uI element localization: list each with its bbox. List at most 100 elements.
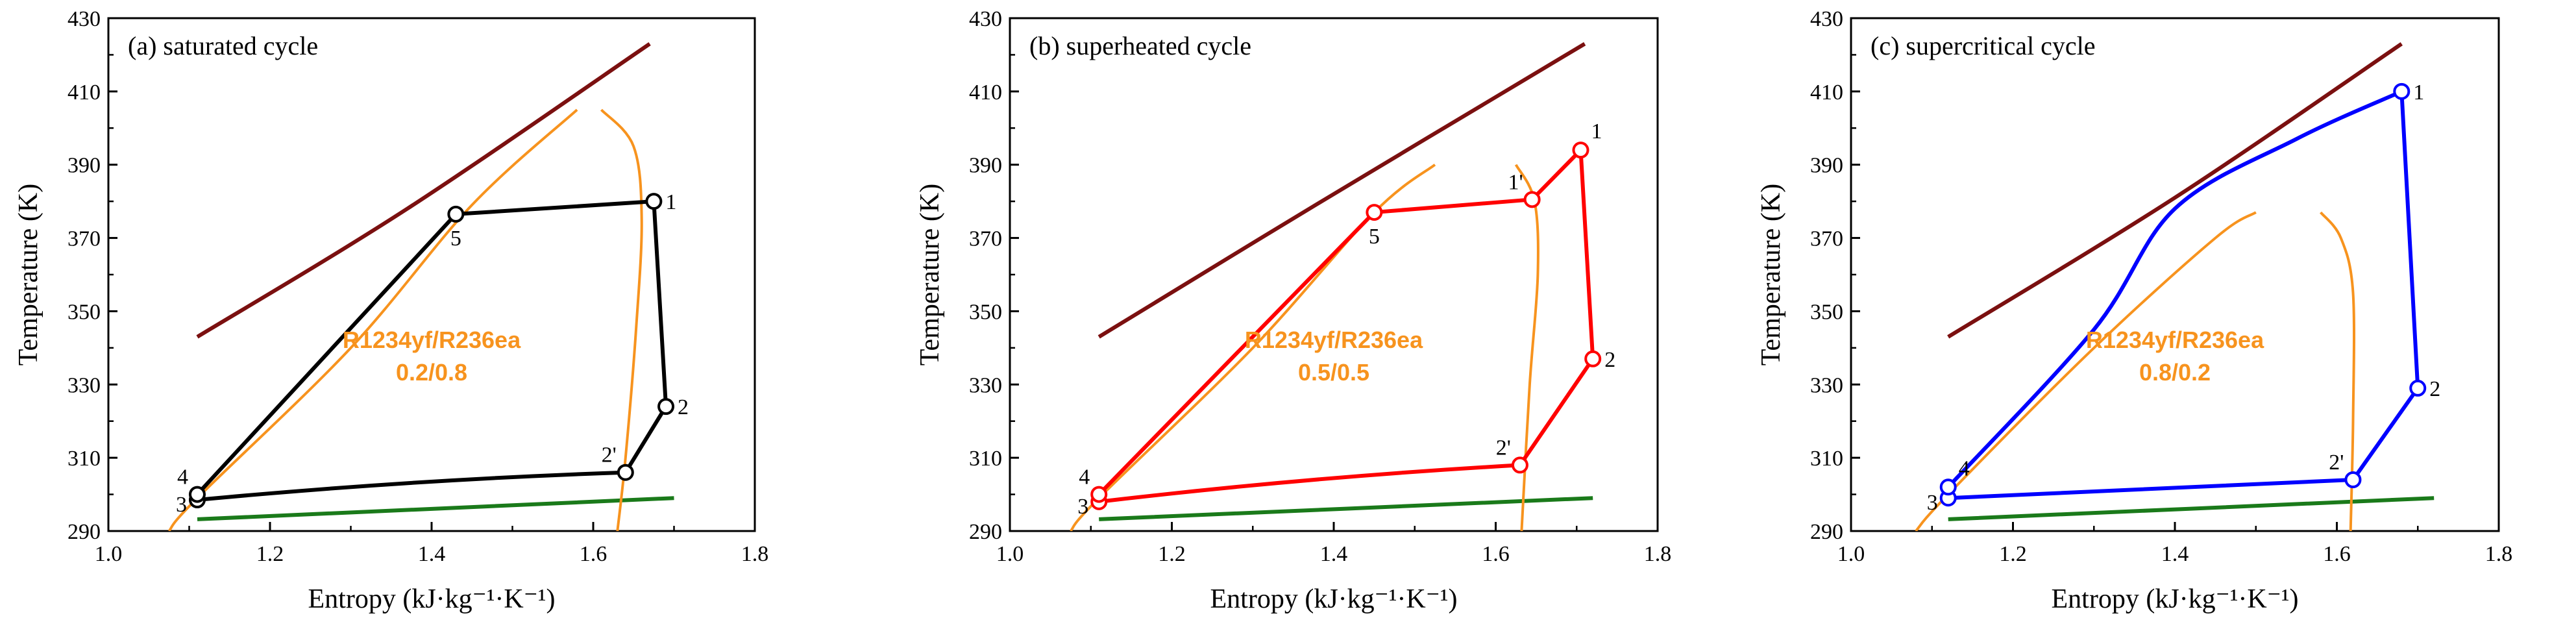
state-point-label: 5	[450, 227, 461, 251]
state-point-marker	[1523, 191, 1541, 208]
x-axis-label: Entropy (kJ·kg⁻¹·K⁻¹)	[1210, 584, 1458, 614]
x-tick-label: 1.6	[2323, 542, 2351, 566]
cycle-line	[195, 199, 669, 502]
working-fluid-annotation: R1234yf/R236ea	[1245, 327, 1423, 353]
state-point-marker	[617, 464, 634, 481]
x-tick-label: 1.8	[1644, 542, 1672, 566]
x-tick-label: 1.4	[2161, 542, 2189, 566]
state-point-marker	[2344, 471, 2362, 488]
y-tick-label: 290	[969, 520, 1002, 544]
state-point-marker	[657, 398, 675, 415]
mass-fraction-annotation: 0.8/0.2	[2139, 359, 2211, 386]
heat-sink-line	[197, 496, 674, 521]
state-point-marker	[1090, 486, 1108, 503]
y-tick-label: 350	[1810, 300, 1843, 324]
state-point-label: 1	[2413, 80, 2424, 105]
plot-data	[1070, 42, 1595, 531]
y-tick-label: 370	[969, 227, 1002, 251]
y-tick-label: 390	[1810, 154, 1843, 178]
state-point-marker	[1511, 456, 1528, 474]
y-tick-label: 330	[969, 373, 1002, 397]
x-tick-label: 1.2	[256, 542, 284, 566]
mass-fraction-annotation: 0.5/0.5	[1298, 359, 1369, 386]
state-point-label: 4	[1079, 465, 1090, 489]
state-point-label: 2'	[602, 443, 617, 467]
saturated-liquid-line	[167, 108, 578, 531]
y-tick-label: 410	[67, 80, 101, 105]
state-point-marker	[188, 486, 206, 503]
heat-sink-line	[1099, 496, 1593, 521]
plot-data	[167, 42, 674, 531]
y-axis-label: Temperature (K)	[1756, 184, 1786, 365]
state-point-label: 2'	[1496, 436, 1511, 460]
cycle-line	[1097, 149, 1595, 504]
saturated-vapor-line	[600, 108, 643, 531]
heat-source-line	[196, 42, 651, 339]
heat-sink-line	[1948, 496, 2435, 521]
saturated-vapor-line	[1514, 164, 1539, 531]
y-tick-label: 390	[969, 154, 1002, 178]
x-tick-label: 1.2	[1999, 542, 2027, 566]
state-point-label: 2'	[2329, 451, 2344, 475]
y-tick-label: 370	[1810, 227, 1843, 251]
state-point-label: 3	[1927, 491, 1938, 515]
x-tick-label: 1.4	[1320, 542, 1348, 566]
state-point-label: 4	[177, 465, 188, 489]
state-point-label: 2	[678, 395, 689, 419]
x-tick-label: 1.2	[1158, 542, 1186, 566]
x-tick-label: 1.6	[1482, 542, 1510, 566]
y-tick-label: 390	[67, 154, 101, 178]
panel-title: (a) saturated cycle	[128, 31, 318, 60]
chart-panel-1: 1.0 1.2 1.4 1.6 1.8 290 310 330 350 370 390 410 430 E…	[14, 7, 768, 614]
y-tick-label: 290	[1810, 520, 1843, 544]
x-tick-label: 1.8	[741, 542, 769, 566]
state-point-marker	[447, 205, 465, 223]
x-tick-label: 1.0	[1837, 542, 1865, 566]
y-tick-label: 350	[969, 300, 1002, 324]
state-point-label: 1'	[1508, 170, 1523, 194]
state-point-label: 5	[1369, 225, 1380, 249]
state-point-label: 3	[176, 493, 187, 517]
state-point-label: 4	[1959, 456, 1970, 480]
y-tick-label: 310	[67, 447, 101, 471]
state-point-marker	[1572, 142, 1589, 159]
y-tick-label: 430	[1810, 7, 1843, 31]
working-fluid-annotation: R1234yf/R236ea	[343, 327, 521, 353]
state-point-label: 2	[1604, 348, 1615, 372]
state-point-marker	[2393, 82, 2410, 100]
x-tick-label: 1.0	[996, 542, 1024, 566]
state-point-marker	[2409, 379, 2427, 397]
y-axis-label: Temperature (K)	[915, 184, 945, 365]
x-tick-label: 1.4	[418, 542, 446, 566]
state-point-marker	[645, 193, 663, 210]
panel-title: (b) superheated cycle	[1029, 31, 1251, 60]
plot-frame	[1009, 17, 1659, 532]
y-tick-label: 370	[67, 227, 101, 251]
state-point-marker	[1584, 350, 1602, 367]
cycle-line	[1946, 90, 2420, 501]
y-axis-label: Temperature (K)	[14, 184, 43, 365]
y-tick-label: 430	[969, 7, 1002, 31]
y-tick-label: 310	[969, 447, 1002, 471]
chart-panel-2: 1.0 1.2 1.4 1.6 1.8 290 310 330 350 370 390 410 430 E…	[915, 7, 1671, 614]
y-tick-label: 330	[1810, 373, 1843, 397]
mass-fraction-annotation: 0.2/0.8	[396, 359, 467, 386]
state-point-label: 1	[1591, 119, 1602, 143]
panel-title: (c) supercritical cycle	[1871, 31, 2095, 60]
x-axis-label: Entropy (kJ·kg⁻¹·K⁻¹)	[308, 584, 556, 614]
chart-panel-3: 1.0 1.2 1.4 1.6 1.8 290 310 330 350 370 390 410 430 E…	[1756, 7, 2512, 614]
state-point-label: 1	[665, 190, 676, 214]
state-point-marker	[1939, 478, 1957, 496]
heat-source-line	[1098, 42, 1586, 339]
y-tick-label: 430	[67, 7, 101, 31]
state-point-marker	[1366, 204, 1383, 221]
plot-data	[1915, 42, 2435, 531]
y-tick-label: 350	[67, 300, 101, 324]
x-tick-label: 1.8	[2485, 542, 2513, 566]
heat-source-line	[1947, 42, 2403, 339]
state-point-label: 3	[1077, 495, 1088, 519]
x-axis-label: Entropy (kJ·kg⁻¹·K⁻¹)	[2052, 584, 2299, 614]
x-tick-label: 1.0	[95, 542, 123, 566]
working-fluid-annotation: R1234yf/R236ea	[2086, 327, 2264, 353]
